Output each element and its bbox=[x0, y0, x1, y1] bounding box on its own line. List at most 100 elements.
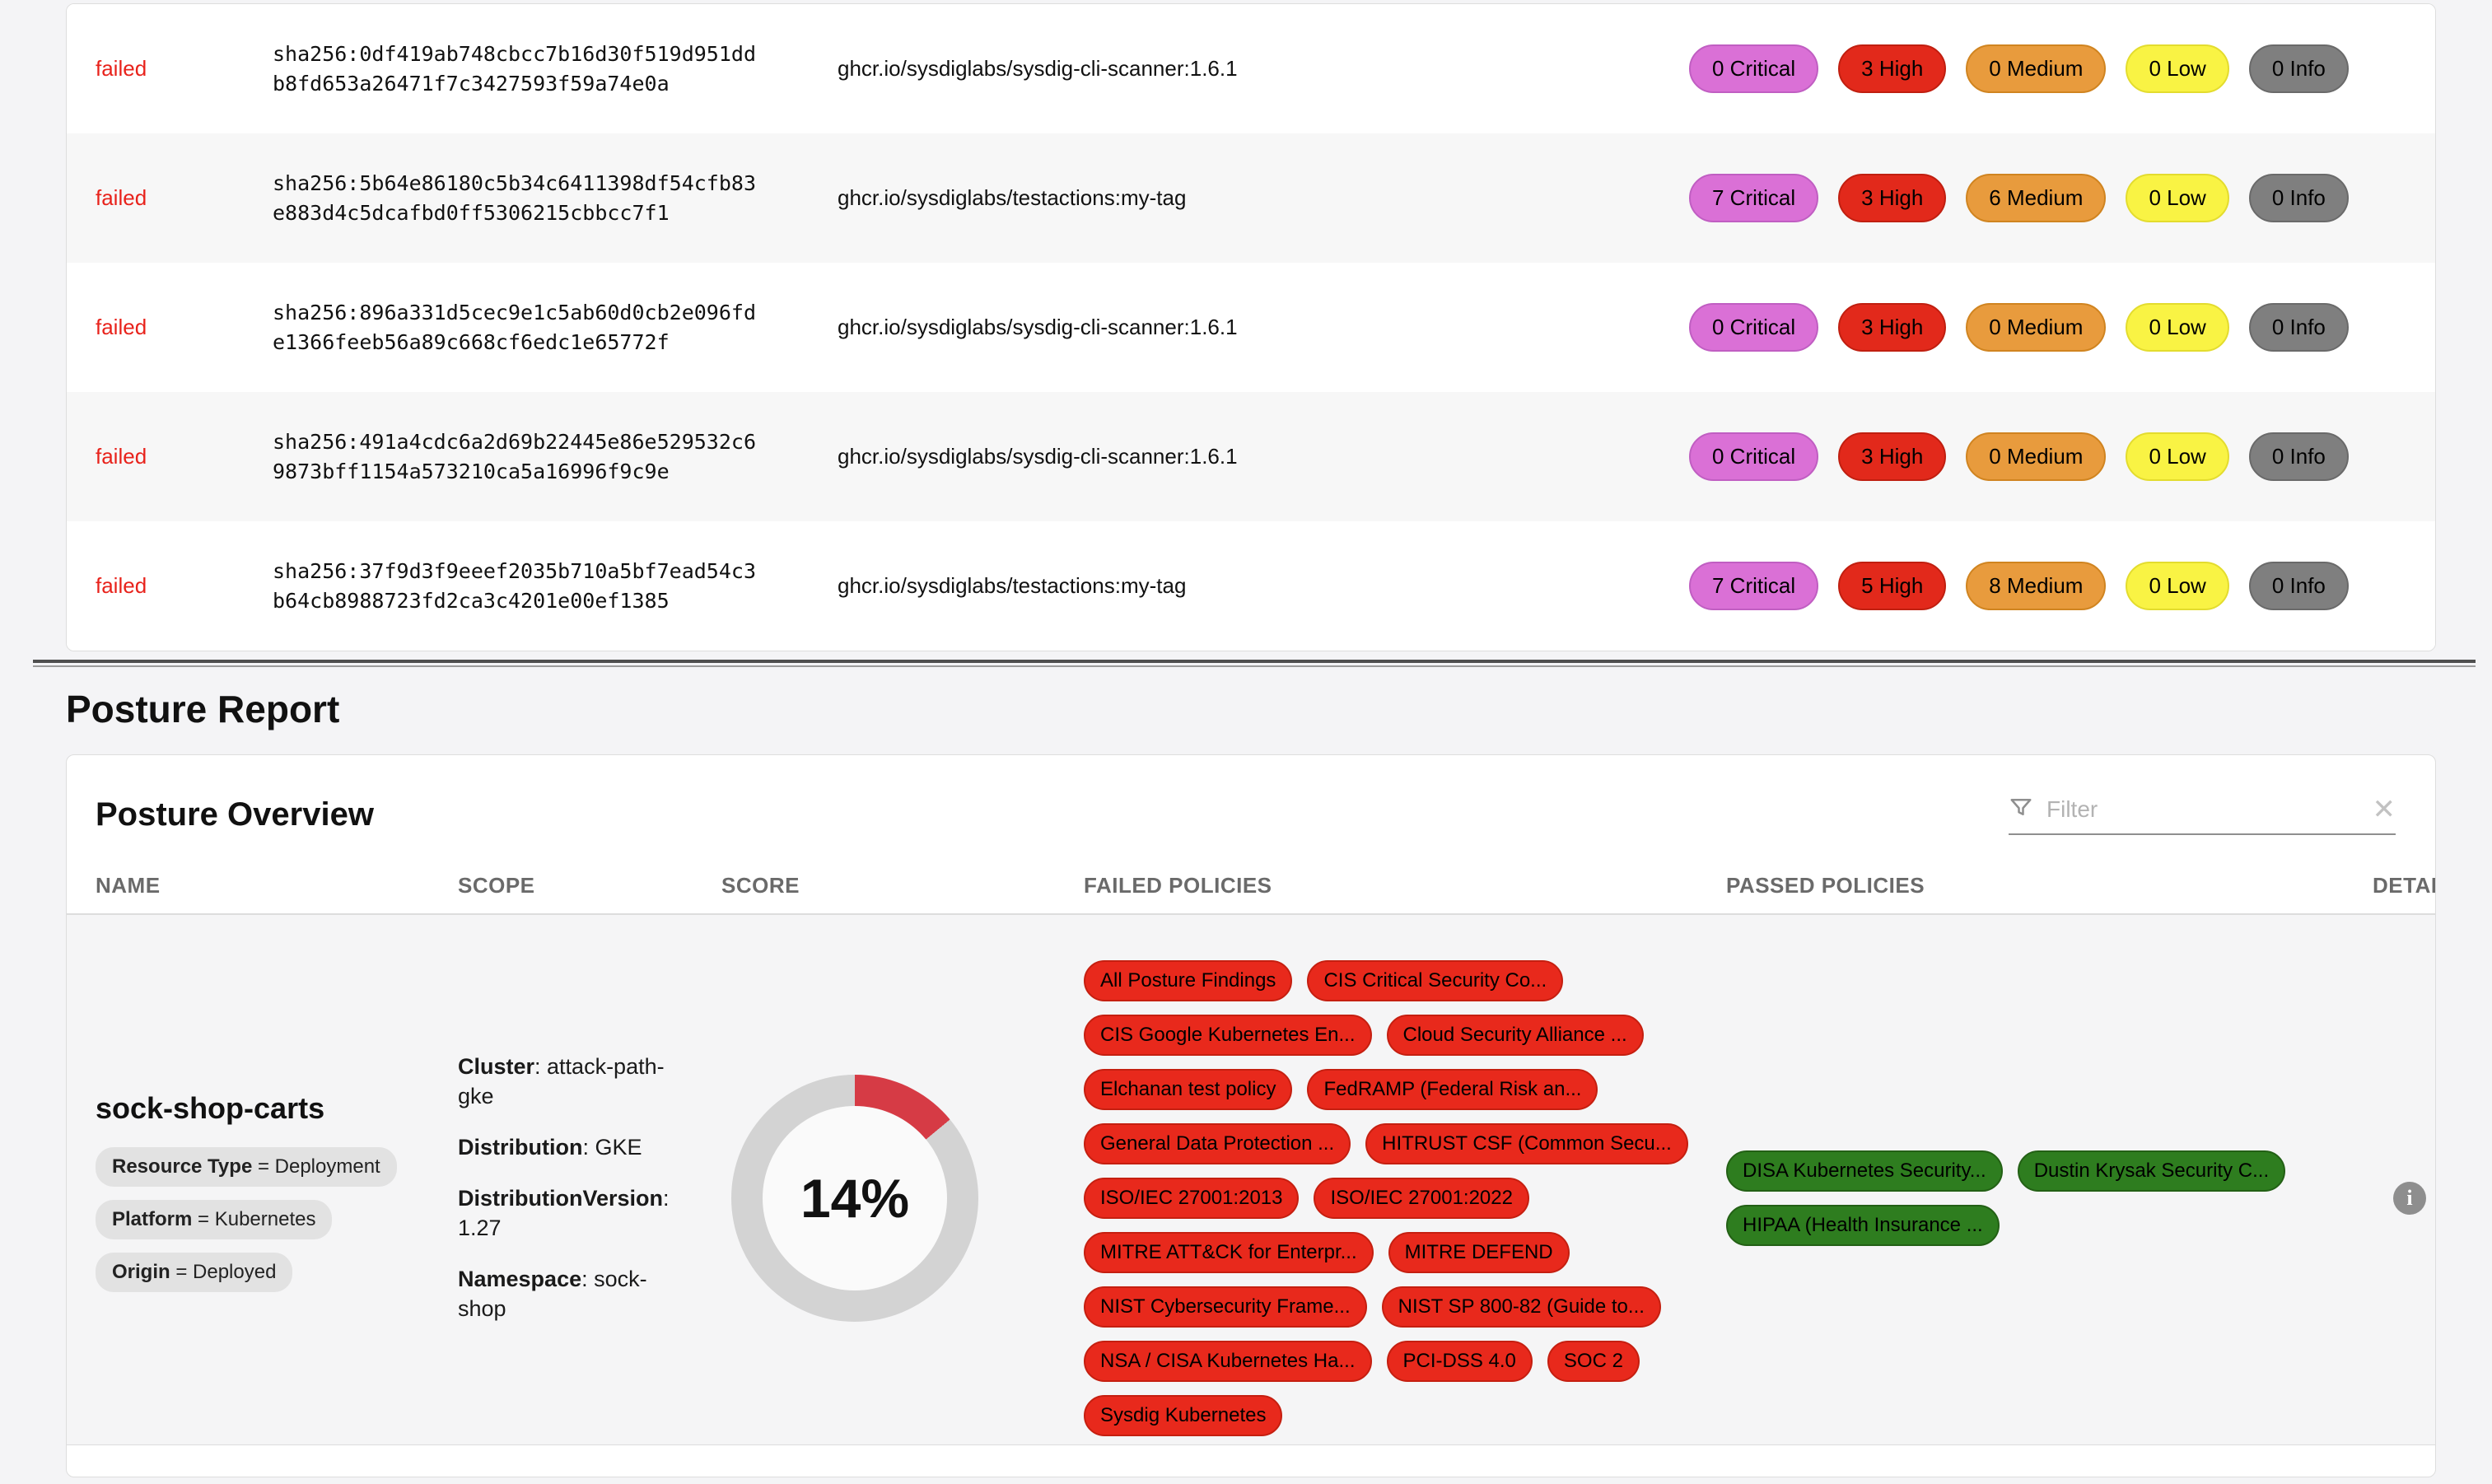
image-digest: sha256:0df419ab748cbcc7b16d30f519d951dd … bbox=[273, 40, 838, 99]
severity-badge-low: 0 Low bbox=[2126, 174, 2229, 222]
scope-item: Distribution: GKE bbox=[458, 1135, 642, 1160]
section-divider bbox=[33, 660, 2476, 667]
passed-policy-badge: HIPAA (Health Insurance ... bbox=[1726, 1205, 2000, 1246]
digest-line: 9873bff1154a573210ca5a16996f9c9e bbox=[273, 459, 670, 483]
score-donut-hole: 14% bbox=[763, 1106, 947, 1290]
passed-policies-cell: DISA Kubernetes Security... Dustin Krysak… bbox=[1726, 1150, 2340, 1246]
filter-icon bbox=[2009, 795, 2033, 824]
scan-status: failed bbox=[96, 315, 147, 339]
passed-policy-badge: Dustin Krysak Security C... bbox=[2017, 1150, 2286, 1192]
scan-result-row: failed sha256:5b64e86180c5b34c6411398df5… bbox=[67, 133, 2435, 263]
failed-policy-badge: Cloud Security Alliance ... bbox=[1386, 1015, 1644, 1056]
resource-tag: Origin = Deployed bbox=[96, 1253, 293, 1292]
failed-policy-badge: NIST SP 800-82 (Guide to... bbox=[1381, 1286, 1661, 1328]
resource-tags: Resource Type = Deployment Platform = Kub… bbox=[96, 1147, 458, 1292]
severity-badge-medium: 8 Medium bbox=[1966, 562, 2107, 610]
scan-result-row: failed sha256:896a331d5cec9e1c5ab60d0cb2… bbox=[67, 263, 2435, 392]
severity-badge-medium: 0 Medium bbox=[1966, 432, 2107, 481]
scope-item: Namespace: sock-shop bbox=[458, 1267, 647, 1321]
score-value: 14% bbox=[800, 1168, 910, 1229]
scan-result-row: failed sha256:37f9d3f9eeef2035b710a5bf7e… bbox=[67, 521, 2435, 651]
failed-policy-badge: FedRAMP (Federal Risk an... bbox=[1307, 1069, 1598, 1110]
digest-line: sha256:491a4cdc6a2d69b22445e86e529532c6 bbox=[273, 429, 756, 454]
scan-status: failed bbox=[96, 56, 147, 81]
failed-policy-badge: NSA / CISA Kubernetes Ha... bbox=[1084, 1341, 1372, 1382]
severity-badge-low: 0 Low bbox=[2126, 44, 2229, 93]
severity-badge-critical: 7 Critical bbox=[1689, 562, 1819, 610]
severity-badges: 0 Critical 3 High 0 Medium 0 Low 0 Info bbox=[1689, 44, 2435, 93]
failed-policies-cell: All Posture Findings CIS Critical Securit… bbox=[1084, 960, 1697, 1436]
scan-status: failed bbox=[96, 573, 147, 598]
severity-badge-high: 3 High bbox=[1838, 303, 1947, 352]
failed-policy-badge: SOC 2 bbox=[1547, 1341, 1640, 1382]
failed-policy-badge: ISO/IEC 27001:2013 bbox=[1084, 1178, 1300, 1219]
scan-results-table: failed sha256:0df419ab748cbcc7b16d30f519… bbox=[66, 3, 2436, 651]
resource-tag: Resource Type = Deployment bbox=[96, 1147, 397, 1187]
info-icon[interactable]: i bbox=[2393, 1182, 2426, 1215]
image-digest: sha256:37f9d3f9eeef2035b710a5bf7ead54c3 … bbox=[273, 557, 838, 616]
posture-report-heading: Posture Report bbox=[66, 688, 340, 730]
failed-policy-badge: NIST Cybersecurity Frame... bbox=[1084, 1286, 1367, 1328]
image-digest: sha256:5b64e86180c5b34c6411398df54cfb83 … bbox=[273, 169, 838, 228]
posture-overview-title: Posture Overview bbox=[96, 796, 374, 833]
column-header-scope: SCOPE bbox=[458, 873, 535, 898]
column-header-failed-policies: FAILED POLICIES bbox=[1084, 873, 1272, 898]
scan-result-row: failed sha256:0df419ab748cbcc7b16d30f519… bbox=[67, 4, 2435, 133]
column-header-name: NAME bbox=[96, 873, 161, 898]
column-header-details: DETAILS bbox=[2373, 873, 2436, 898]
severity-badge-info: 0 Info bbox=[2248, 174, 2349, 222]
severity-badge-high: 3 High bbox=[1838, 174, 1947, 222]
digest-line: e1366feeb56a89c668cf6edc1e65772f bbox=[273, 329, 670, 354]
failed-policy-badge: All Posture Findings bbox=[1084, 960, 1293, 1001]
digest-line: sha256:0df419ab748cbcc7b16d30f519d951dd bbox=[273, 41, 756, 66]
scope-item: Cluster: attack-path-gke bbox=[458, 1054, 665, 1108]
digest-line: e883d4c5dcafbd0ff5306215cbbcc7f1 bbox=[273, 200, 670, 225]
severity-badges: 7 Critical 5 High 8 Medium 0 Low 0 Info bbox=[1689, 562, 2435, 610]
image-name: ghcr.io/sysdiglabs/sysdig-cli-scanner:1.… bbox=[838, 56, 1238, 81]
failed-policy-badge: MITRE ATT&CK for Enterpr... bbox=[1084, 1232, 1374, 1273]
severity-badge-high: 3 High bbox=[1838, 44, 1947, 93]
posture-table-row: sock-shop-carts Resource Type = Deployme… bbox=[67, 915, 2435, 1445]
severity-badges: 0 Critical 3 High 0 Medium 0 Low 0 Info bbox=[1689, 303, 2435, 352]
digest-line: sha256:5b64e86180c5b34c6411398df54cfb83 bbox=[273, 170, 756, 195]
filter-input[interactable] bbox=[2046, 796, 2359, 823]
filter-box: ✕ bbox=[2009, 795, 2396, 835]
column-header-passed-policies: PASSED POLICIES bbox=[1726, 873, 1925, 898]
passed-policy-badge: DISA Kubernetes Security... bbox=[1726, 1150, 2003, 1192]
severity-badge-info: 0 Info bbox=[2248, 562, 2349, 610]
severity-badges: 7 Critical 3 High 6 Medium 0 Low 0 Info bbox=[1689, 174, 2435, 222]
scope-cell: Cluster: attack-path-gke Distribution: GK… bbox=[458, 1052, 680, 1345]
failed-policy-badge: CIS Google Kubernetes En... bbox=[1084, 1015, 1372, 1056]
posture-table-header: NAME SCOPE SCORE FAILED POLICIES PASSED … bbox=[67, 865, 2435, 915]
severity-badge-critical: 0 Critical bbox=[1689, 44, 1819, 93]
severity-badge-info: 0 Info bbox=[2248, 432, 2349, 481]
severity-badge-high: 3 High bbox=[1838, 432, 1947, 481]
failed-policy-badge: ISO/IEC 27001:2022 bbox=[1314, 1178, 1529, 1219]
digest-line: sha256:896a331d5cec9e1c5ab60d0cb2e096fd bbox=[273, 300, 756, 324]
failed-policy-badge: HITRUST CSF (Common Secu... bbox=[1365, 1123, 1688, 1164]
image-name: ghcr.io/sysdiglabs/sysdig-cli-scanner:1.… bbox=[838, 315, 1238, 339]
severity-badge-medium: 0 Medium bbox=[1966, 44, 2107, 93]
severity-badge-low: 0 Low bbox=[2126, 432, 2229, 481]
details-cell: i bbox=[2373, 1182, 2435, 1215]
digest-line: b8fd653a26471f7c3427593f59a74e0a bbox=[273, 71, 670, 96]
failed-policy-badge: PCI-DSS 4.0 bbox=[1386, 1341, 1533, 1382]
resource-name: sock-shop-carts bbox=[96, 1091, 325, 1125]
score-donut-chart: 14% bbox=[731, 1075, 978, 1322]
image-name: ghcr.io/sysdiglabs/testactions:my-tag bbox=[838, 573, 1187, 598]
scan-status: failed bbox=[96, 185, 147, 210]
clear-filter-icon[interactable]: ✕ bbox=[2372, 793, 2396, 825]
severity-badge-info: 0 Info bbox=[2248, 44, 2349, 93]
failed-policy-badge: Elchanan test policy bbox=[1084, 1069, 1293, 1110]
scope-item: DistributionVersion: 1.27 bbox=[458, 1186, 670, 1240]
failed-policy-badge: General Data Protection ... bbox=[1084, 1123, 1351, 1164]
severity-badge-low: 0 Low bbox=[2126, 562, 2229, 610]
resource-tag: Platform = Kubernetes bbox=[96, 1200, 333, 1239]
posture-overview-panel: Posture Overview ✕ NAME SCOPE SCORE FAIL… bbox=[66, 754, 2436, 1477]
image-name: ghcr.io/sysdiglabs/testactions:my-tag bbox=[838, 185, 1187, 210]
failed-policy-badge: MITRE DEFEND bbox=[1388, 1232, 1570, 1273]
severity-badge-high: 5 High bbox=[1838, 562, 1947, 610]
column-header-score: SCORE bbox=[721, 873, 800, 898]
severity-badge-medium: 0 Medium bbox=[1966, 303, 2107, 352]
severity-badges: 0 Critical 3 High 0 Medium 0 Low 0 Info bbox=[1689, 432, 2435, 481]
